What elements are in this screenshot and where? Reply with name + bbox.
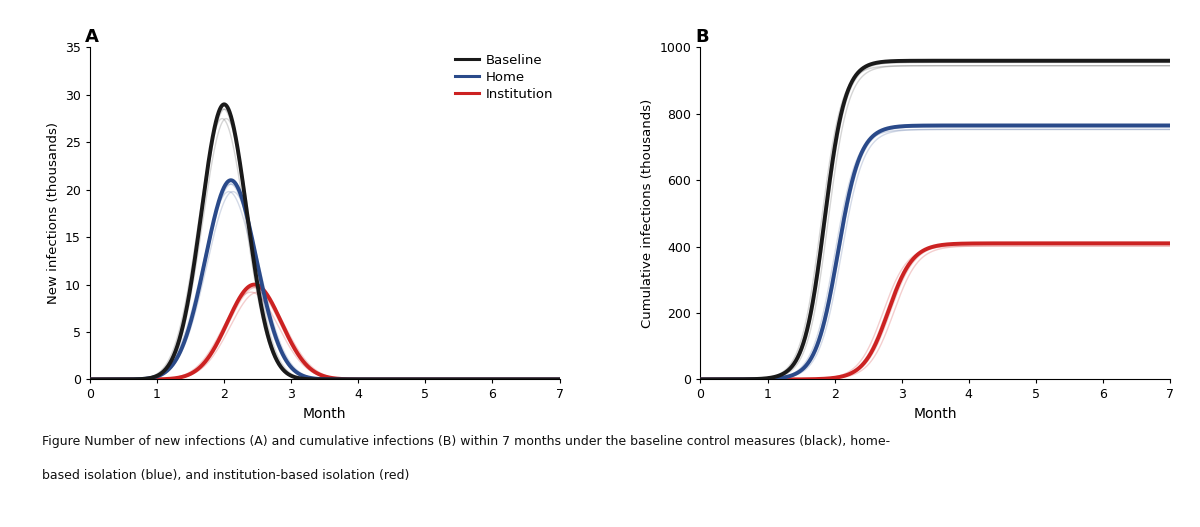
Legend: Baseline, Home, Institution: Baseline, Home, Institution (450, 49, 558, 106)
Y-axis label: Cumulative infections (thousands): Cumulative infections (thousands) (641, 99, 654, 328)
Text: based isolation (blue), and institution-based isolation (red): based isolation (blue), and institution-… (42, 469, 409, 482)
Text: Figure Number of new infections (A) and cumulative infections (B) within 7 month: Figure Number of new infections (A) and … (42, 435, 890, 448)
Y-axis label: New infections (thousands): New infections (thousands) (47, 122, 60, 305)
X-axis label: Month: Month (913, 407, 956, 421)
Text: A: A (85, 27, 100, 45)
Text: B: B (696, 27, 709, 45)
X-axis label: Month: Month (304, 407, 347, 421)
